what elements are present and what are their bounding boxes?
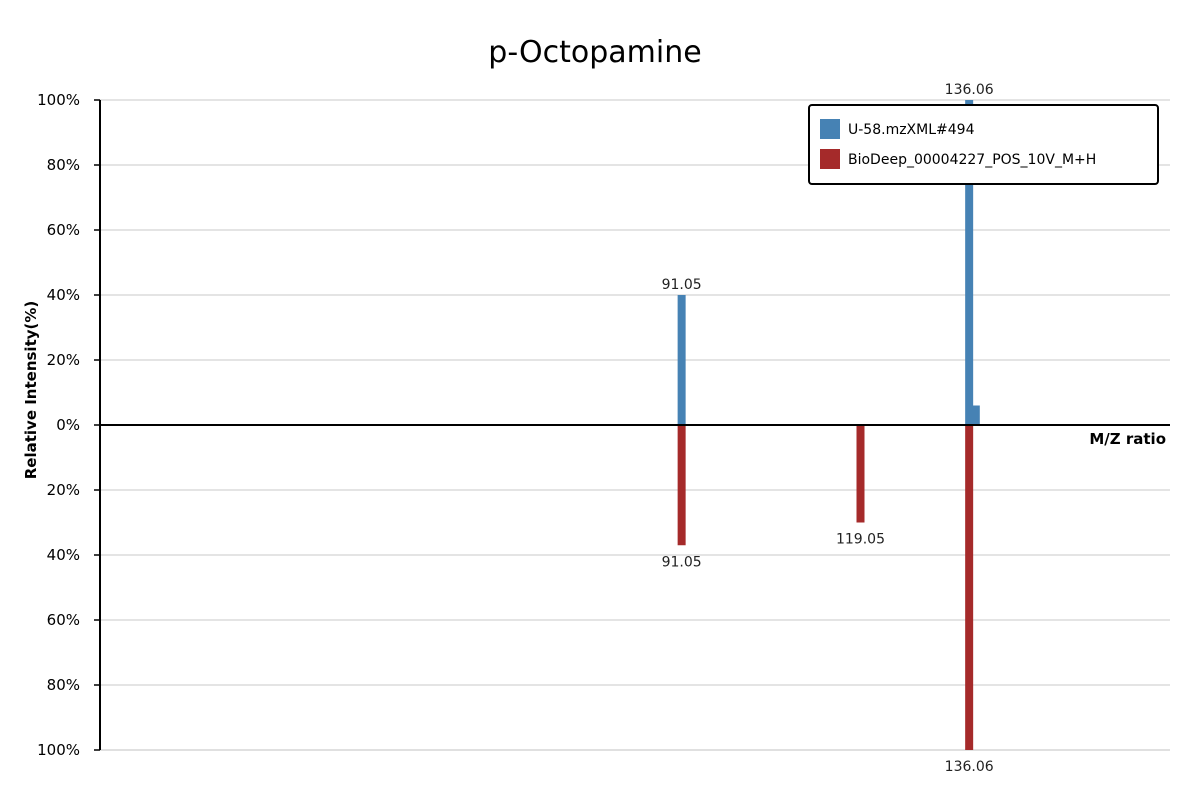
legend-box bbox=[808, 104, 1159, 185]
reference-peak-label: 119.05 bbox=[836, 532, 885, 548]
legend-label-reference: BioDeep_00004227_POS_10V_M+H bbox=[848, 152, 1096, 168]
y-tick-label: 60% bbox=[47, 221, 80, 239]
y-axis-label: Relative Intensity(%) bbox=[22, 301, 40, 480]
y-tick-label: 40% bbox=[47, 546, 80, 564]
axes bbox=[94, 99, 1170, 751]
reference-peak-label: 136.06 bbox=[945, 759, 994, 775]
grid-lines bbox=[100, 99, 1170, 751]
reference-peak-bar bbox=[965, 425, 974, 750]
chart-title: p-Octopamine bbox=[488, 35, 701, 70]
peak-bars bbox=[677, 100, 980, 750]
y-tick-label: 60% bbox=[47, 611, 80, 629]
sample-peak-bar bbox=[677, 295, 686, 425]
y-tick-label: 20% bbox=[47, 481, 80, 499]
sample-peak-bar bbox=[971, 405, 980, 425]
y-tick-label: 100% bbox=[37, 91, 80, 109]
sample-peak-bar bbox=[965, 100, 974, 425]
y-tick-label: 80% bbox=[47, 156, 80, 174]
legend-swatch-sample bbox=[820, 119, 840, 139]
y-tick-labels: 100% 80% 60% 40% 20% 0% 20% 40% 60% 80% 100% bbox=[37, 91, 80, 759]
legend-label-sample: U-58.mzXML#494 bbox=[848, 122, 975, 138]
legend-swatch-reference bbox=[820, 149, 840, 169]
reference-peak-bar bbox=[856, 425, 865, 523]
y-tick-label: 0% bbox=[56, 416, 80, 434]
y-tick-label: 20% bbox=[47, 351, 80, 369]
x-axis-label: M/Z ratio bbox=[1089, 430, 1166, 448]
sample-peak-label: 91.05 bbox=[662, 277, 702, 293]
y-tick-label: 40% bbox=[47, 286, 80, 304]
reference-peak-label: 91.05 bbox=[662, 554, 702, 570]
y-tick-label: 80% bbox=[47, 676, 80, 694]
peak-labels: 91.05 136.06 91.05 119.05 136.06 bbox=[662, 82, 994, 775]
legend: U-58.mzXML#494 BioDeep_00004227_POS_10V_… bbox=[808, 104, 1159, 185]
y-tick-label: 100% bbox=[37, 741, 80, 759]
reference-peak-bar bbox=[677, 425, 686, 546]
sample-peak-label: 136.06 bbox=[945, 82, 994, 98]
